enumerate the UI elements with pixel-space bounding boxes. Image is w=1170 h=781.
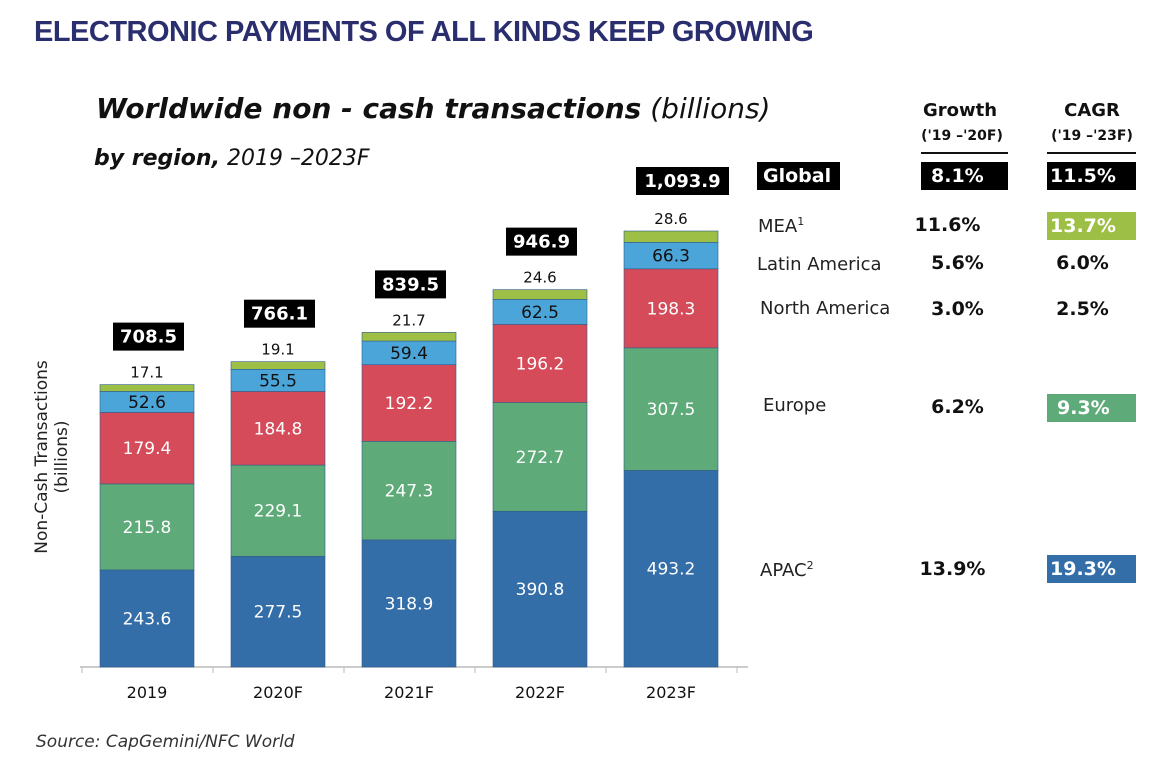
- total-label-box: [506, 227, 577, 256]
- data-label: 493.2: [647, 560, 696, 580]
- cagr-header: CAGR: [1064, 100, 1120, 121]
- data-label: 59.4: [390, 344, 428, 364]
- bar-segment-north-america: [230, 391, 326, 466]
- cagr-period: ('19 –'23F): [1051, 128, 1133, 144]
- apac-label: APAC: [760, 560, 807, 581]
- cagr-underline: [1047, 152, 1136, 154]
- chart-subtitle: by region, 2019 –2023F: [94, 146, 370, 171]
- data-label: 17.1: [130, 364, 163, 382]
- data-label: 21.7: [392, 311, 425, 329]
- apac-cagr: 19.3%: [1047, 555, 1136, 583]
- apac-footnote: 2: [806, 559, 814, 572]
- subtitle-bold: by region,: [94, 146, 220, 171]
- mea-label: MEA: [758, 216, 798, 237]
- bar-segment-latin-america: [492, 299, 588, 325]
- data-label: 62.5: [521, 303, 559, 323]
- bar-segment-north-america: [361, 364, 457, 442]
- data-label: 307.5: [647, 400, 696, 420]
- data-label: 55.5: [259, 371, 297, 391]
- row-label-apac: APAC2: [760, 559, 814, 581]
- mea-cagr: 13.7%: [1047, 212, 1136, 240]
- data-label: 215.8: [123, 518, 172, 538]
- total-label-box: [636, 167, 729, 195]
- data-label: 277.5: [254, 603, 303, 623]
- data-label: 196.2: [516, 354, 565, 374]
- source-note: Source: CapGemini/NFC World: [36, 732, 295, 752]
- latin-america-cagr: 6.0%: [1056, 252, 1109, 274]
- data-label: 66.3: [652, 247, 690, 267]
- bar-segment-mea: [99, 384, 195, 392]
- total-label: 946.9: [513, 232, 570, 253]
- data-label: 247.3: [385, 482, 434, 502]
- data-label: 184.8: [254, 419, 303, 439]
- global-label: Global: [757, 162, 840, 190]
- europe-label: Europe: [763, 395, 827, 416]
- x-tick-label: 2023F: [646, 683, 696, 702]
- global-growth: 8.1%: [921, 162, 1008, 190]
- bar-segment-mea: [492, 289, 588, 300]
- north-america-growth: 3.0%: [931, 298, 984, 320]
- bar-segment-apac: [99, 569, 195, 668]
- data-label: 318.9: [385, 594, 434, 614]
- x-tick-label: 2019: [127, 683, 168, 702]
- data-label: 198.3: [647, 299, 696, 319]
- data-label: 28.6: [654, 210, 687, 228]
- data-label: 179.4: [123, 439, 172, 459]
- bar-segment-north-america: [623, 268, 719, 349]
- data-label: 243.6: [123, 609, 172, 629]
- europe-growth: 6.2%: [931, 396, 984, 418]
- latin-america-label: Latin America: [757, 254, 882, 275]
- row-label-mea: MEA1: [758, 215, 804, 237]
- bar-segment-europe: [361, 441, 457, 541]
- stacked-bar-chart: 243.6 215.8 179.4 52.6 17.1 708.5 2019 277.5 229…: [80, 167, 748, 702]
- total-label: 1,093.9: [644, 171, 720, 192]
- mea-footnote: 1: [797, 215, 805, 228]
- total-label-box: [113, 322, 184, 351]
- total-label: 839.5: [382, 274, 439, 295]
- data-label: 52.6: [128, 393, 166, 413]
- x-tick-label: 2022F: [515, 683, 565, 702]
- europe-cagr: 9.3%: [1047, 394, 1136, 422]
- data-label: 24.6: [523, 269, 556, 287]
- bar-segment-mea: [230, 361, 326, 370]
- bar-segment-europe: [99, 483, 195, 571]
- latin-america-growth: 5.6%: [931, 252, 984, 274]
- total-label: 766.1: [251, 304, 308, 325]
- growth-period: ('19 –'20F): [921, 128, 1003, 144]
- bar-segment-apac: [361, 539, 457, 668]
- subtitle-range: 2019 –2023F: [226, 146, 370, 171]
- bar-segment-apac: [492, 510, 588, 668]
- bar-segment-north-america: [99, 412, 195, 485]
- data-label: 19.1: [261, 341, 294, 359]
- bar-segment-europe: [623, 347, 719, 471]
- global-cagr: 11.5%: [1047, 162, 1136, 190]
- chart-title-main: Worldwide non - cash transactions: [96, 92, 642, 125]
- mea-growth: 11.6%: [914, 214, 981, 236]
- bar-segment-mea: [361, 332, 457, 342]
- headline: ELECTRONIC PAYMENTS OF ALL KINDS KEEP GR…: [34, 16, 814, 48]
- apac-growth: 13.9%: [919, 558, 986, 580]
- data-label: 192.2: [385, 394, 434, 414]
- growth-underline: [921, 152, 1008, 154]
- chart-title: Worldwide non - cash transactions (billi…: [96, 92, 770, 125]
- bar-segment-mea: [623, 230, 719, 243]
- growth-header: Growth: [922, 100, 998, 121]
- total-label-box: [244, 299, 315, 328]
- bar-segment-europe: [230, 464, 326, 557]
- chart-title-unit: (billions): [650, 92, 771, 125]
- bar-segment-europe: [492, 402, 588, 512]
- bar-segment-north-america: [492, 324, 588, 403]
- total-label-box: [375, 270, 446, 299]
- data-label: 229.1: [254, 502, 303, 522]
- data-label: 390.8: [516, 580, 565, 600]
- north-america-cagr: 2.5%: [1056, 298, 1109, 320]
- data-label: 272.7: [516, 448, 565, 468]
- x-tick-label: 2020F: [253, 683, 303, 702]
- x-tick-label: 2021F: [384, 683, 434, 702]
- north-america-label: North America: [760, 298, 891, 319]
- bar-segment-latin-america: [623, 242, 719, 270]
- total-label: 708.5: [120, 327, 177, 348]
